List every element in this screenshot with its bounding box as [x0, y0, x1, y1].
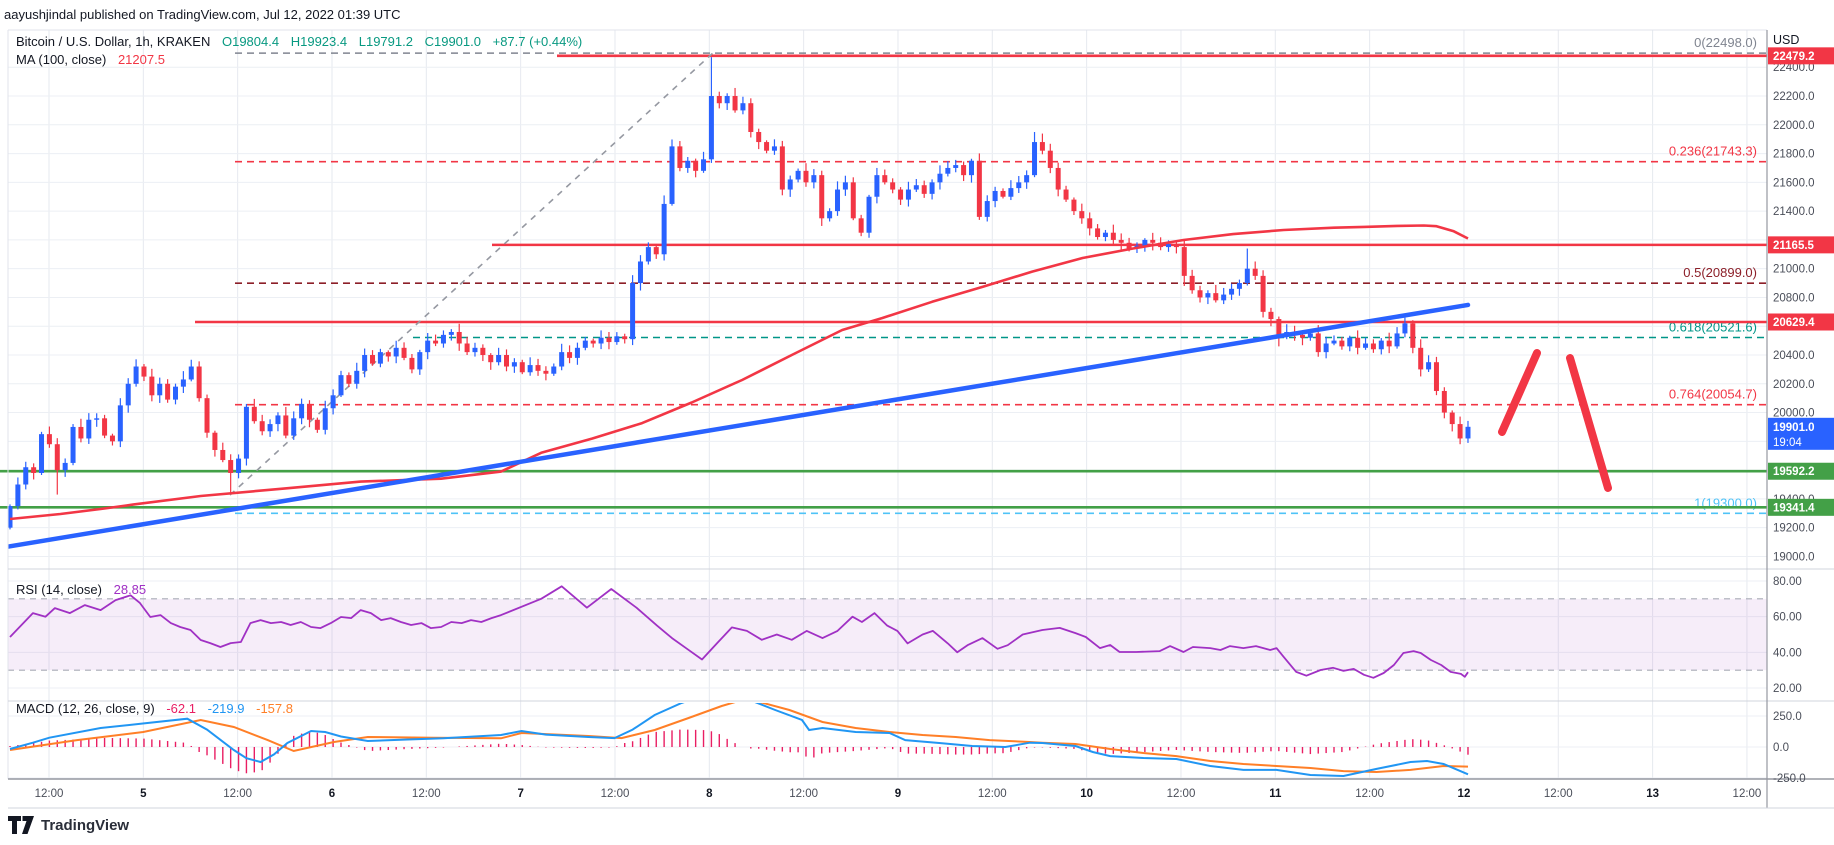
macd-signal-value: -157.8	[256, 701, 293, 716]
ma-title: MA (100, close)	[16, 52, 107, 67]
ma100-line[interactable]	[9, 224, 1469, 521]
fib-label: 0(22498.0)	[1694, 35, 1757, 50]
time-tick-label: 5	[140, 788, 147, 800]
svg-text:22200.0: 22200.0	[1773, 91, 1815, 103]
svg-text:22400.0: 22400.0	[1773, 62, 1815, 74]
attribution-text: aayushjindal published on TradingView.co…	[4, 7, 401, 22]
svg-text:20800.0: 20800.0	[1773, 292, 1815, 304]
svg-text:21800.0: 21800.0	[1773, 149, 1815, 161]
time-tick-label: 9	[895, 788, 901, 800]
time-tick-label: 13	[1646, 788, 1659, 800]
fib-retracement-lines[interactable]: 0(22498.0)0.236(21743.3)0.5(20899.0)0.61…	[235, 35, 1767, 515]
svg-text:USD: USD	[1773, 33, 1799, 47]
candles-layer	[8, 57, 1471, 530]
svg-text:19:04: 19:04	[1773, 437, 1802, 449]
macd-line[interactable]	[9, 693, 1469, 778]
tradingview-logo[interactable]: TradingView	[8, 816, 129, 835]
tradingview-logo-text: TradingView	[41, 817, 130, 834]
time-tick-label: 12:00	[1544, 788, 1573, 800]
time-tick-label: 12:00	[412, 788, 441, 800]
rsi-band	[8, 598, 1767, 671]
svg-text:19200.0: 19200.0	[1773, 523, 1815, 535]
svg-text:21400.0: 21400.0	[1773, 206, 1815, 218]
ohlc-close: C19901.0	[424, 34, 481, 49]
macd-hist-value: -62.1	[166, 701, 196, 716]
time-tick-label: 12:00	[1167, 788, 1196, 800]
svg-text:22000.0: 22000.0	[1773, 120, 1815, 132]
price-badge	[1768, 236, 1834, 254]
ohlc-low: L19791.2	[358, 34, 413, 49]
ohlc-open: O19804.4	[221, 34, 280, 49]
macd-line-value: -219.9	[207, 701, 245, 716]
ma-legend[interactable]: MA (100, close) 21207.5	[16, 52, 165, 67]
blue-trendline[interactable]	[0, 302, 1471, 549]
fib-label: 0.5(20899.0)	[1683, 265, 1757, 280]
gray-dashed-trendline[interactable]	[229, 51, 715, 496]
svg-text:19592.2: 19592.2	[1773, 466, 1815, 478]
price-badge	[1768, 313, 1834, 331]
macd-title: MACD (12, 26, close, 9)	[16, 701, 155, 716]
rsi-line[interactable]	[9, 585, 1469, 679]
rsi-legend[interactable]: RSI (14, close) 28.85	[16, 582, 146, 597]
ohlc-high: H19923.4	[290, 34, 348, 49]
macd-signal-line[interactable]	[9, 699, 1469, 774]
tradingview-logo-icon	[8, 816, 34, 834]
svg-text:19000.0: 19000.0	[1773, 551, 1815, 563]
svg-text:20000.0: 20000.0	[1773, 408, 1815, 420]
gridlines	[8, 30, 1767, 779]
price-badge	[1768, 462, 1834, 480]
fib-label: 0.236(21743.3)	[1669, 144, 1757, 159]
time-tick-label: 12:00	[1355, 788, 1384, 800]
symbol-legend[interactable]: Bitcoin / U.S. Dollar, 1h, KRAKEN O19804…	[16, 34, 582, 49]
time-tick-label: 8	[706, 788, 713, 800]
svg-text:40.00: 40.00	[1773, 647, 1802, 659]
svg-text:-250.0: -250.0	[1773, 773, 1806, 785]
macd-legend[interactable]: MACD (12, 26, close, 9) -62.1 -219.9 -15…	[16, 701, 293, 716]
svg-text:21000.0: 21000.0	[1773, 264, 1815, 276]
time-tick-label: 12:00	[1733, 788, 1762, 800]
time-tick-label: 11	[1269, 788, 1282, 800]
svg-text:250.0: 250.0	[1773, 711, 1802, 723]
fib-label: 0.764(20054.7)	[1669, 387, 1757, 402]
svg-text:20200.0: 20200.0	[1773, 379, 1815, 391]
time-tick-label: 12	[1458, 788, 1471, 800]
time-tick-label: 12:00	[601, 788, 630, 800]
symbol-title: Bitcoin / U.S. Dollar, 1h, KRAKEN	[16, 34, 211, 49]
price-axis[interactable]: USD 22400.0 22200.0 22000.0 21800.0 21600.0 21…	[1768, 33, 1834, 785]
time-axis[interactable]: 12:00 5 12:00 6 12:00 7 12:00 8 12:00 9 12:00 10 12:…	[35, 788, 1762, 800]
ma-value: 21207.5	[117, 52, 165, 67]
time-tick-label: 12:00	[35, 788, 64, 800]
rsi-title: RSI (14, close)	[16, 582, 102, 597]
price-badge	[1768, 47, 1834, 65]
time-tick-label: 10	[1080, 788, 1093, 800]
time-tick-label: 12:00	[223, 788, 252, 800]
svg-text:21165.5: 21165.5	[1773, 240, 1815, 252]
svg-text:19901.0: 19901.0	[1773, 422, 1815, 434]
svg-text:0.0: 0.0	[1773, 742, 1789, 754]
svg-text:80.00: 80.00	[1773, 576, 1802, 588]
price-badge	[1768, 417, 1834, 450]
time-tick-label: 12:00	[978, 788, 1007, 800]
svg-text:20.00: 20.00	[1773, 683, 1802, 695]
rsi-value: 28.85	[113, 582, 147, 597]
ohlc-change: +87.7 (+0.44%)	[492, 34, 583, 49]
svg-text:20400.0: 20400.0	[1773, 350, 1815, 362]
price-badge	[1768, 498, 1834, 516]
time-tick-label: 7	[517, 788, 523, 800]
svg-text:20629.4: 20629.4	[1773, 317, 1815, 329]
svg-text:60.00: 60.00	[1773, 612, 1802, 624]
svg-text:19341.4: 19341.4	[1773, 502, 1815, 514]
projection-lines[interactable]	[1498, 348, 1612, 492]
svg-text:22479.2: 22479.2	[1773, 51, 1815, 63]
time-tick-label: 6	[329, 788, 335, 800]
time-tick-label: 12:00	[789, 788, 818, 800]
svg-text:21600.0: 21600.0	[1773, 177, 1815, 189]
